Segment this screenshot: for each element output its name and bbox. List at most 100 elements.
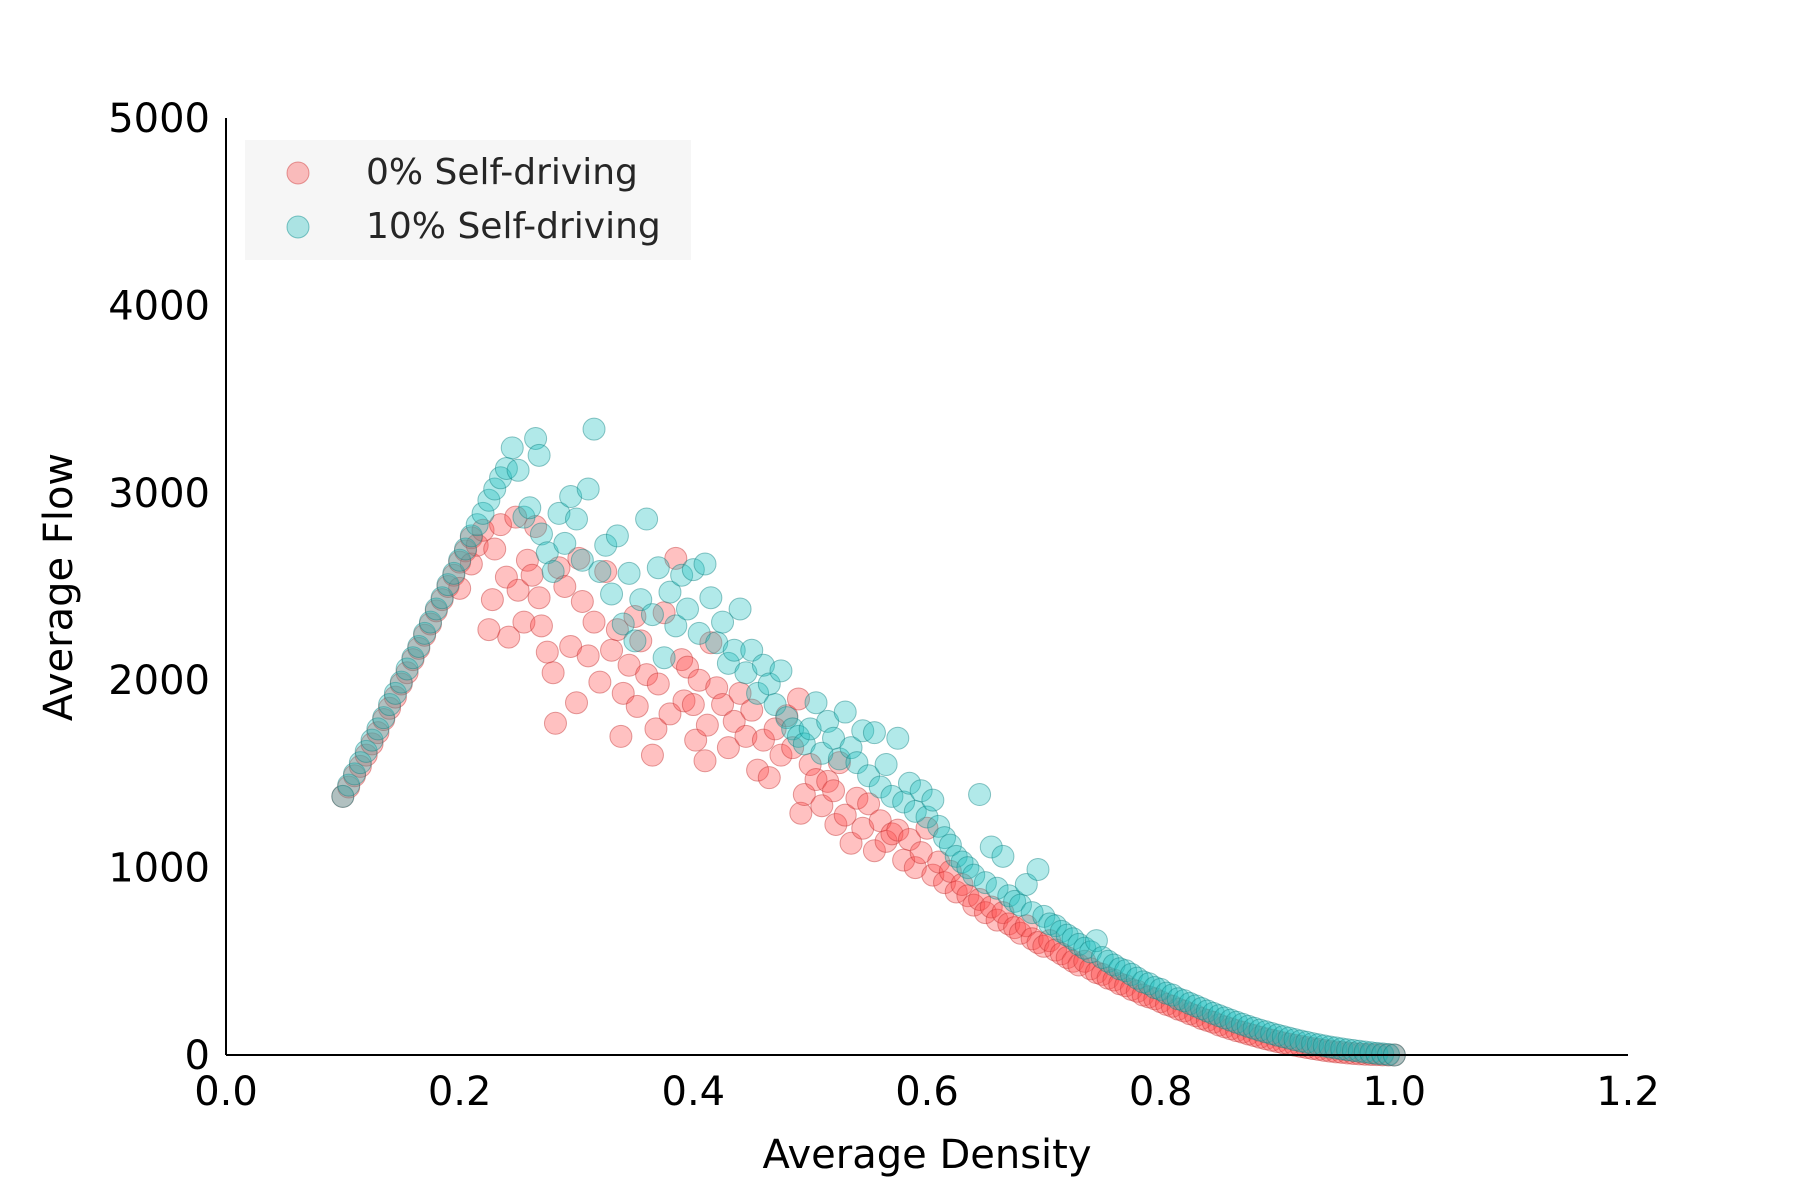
data-point bbox=[337, 773, 361, 797]
data-point bbox=[1108, 957, 1132, 981]
data-point bbox=[1114, 959, 1138, 983]
data-point bbox=[454, 537, 478, 561]
data-point bbox=[921, 863, 945, 887]
data-point bbox=[684, 728, 708, 752]
series-1 bbox=[331, 417, 1406, 1067]
data-point bbox=[1213, 1015, 1237, 1039]
data-point bbox=[1184, 1004, 1208, 1028]
data-point bbox=[997, 912, 1021, 936]
data-point bbox=[1084, 961, 1108, 985]
points-layer bbox=[331, 417, 1406, 1067]
data-point bbox=[605, 618, 629, 642]
data-point bbox=[454, 539, 478, 563]
data-point bbox=[1119, 962, 1143, 986]
data-point bbox=[1084, 929, 1108, 953]
data-point bbox=[728, 681, 752, 705]
data-point bbox=[862, 839, 886, 863]
data-point bbox=[833, 700, 857, 724]
data-point bbox=[1172, 999, 1196, 1023]
data-point bbox=[833, 803, 857, 827]
data-point bbox=[933, 826, 957, 850]
data-point bbox=[658, 702, 682, 726]
data-point bbox=[644, 717, 668, 741]
data-point bbox=[629, 629, 653, 653]
data-point bbox=[576, 644, 600, 668]
data-point bbox=[798, 753, 822, 777]
data-point bbox=[1008, 921, 1032, 945]
data-point bbox=[1190, 1006, 1214, 1030]
data-point bbox=[652, 646, 676, 670]
data-point bbox=[804, 691, 828, 715]
data-point bbox=[395, 661, 419, 685]
data-point bbox=[985, 908, 1009, 932]
data-point bbox=[348, 751, 372, 775]
data-point bbox=[775, 704, 799, 728]
data-point bbox=[623, 604, 647, 628]
data-point bbox=[722, 638, 746, 662]
data-point bbox=[979, 835, 1003, 859]
data-point bbox=[448, 550, 472, 574]
data-point bbox=[804, 768, 828, 792]
data-point bbox=[816, 709, 840, 733]
y-tick-label: 5000 bbox=[108, 96, 210, 142]
data-point bbox=[635, 663, 659, 687]
data-point bbox=[1055, 923, 1079, 947]
data-point bbox=[775, 706, 799, 730]
data-point bbox=[1073, 936, 1097, 960]
x-tick-label: 0.6 bbox=[895, 1069, 959, 1115]
data-point bbox=[559, 485, 583, 509]
data-point bbox=[786, 724, 810, 748]
data-point bbox=[973, 901, 997, 925]
data-point bbox=[757, 672, 781, 696]
data-point bbox=[1096, 949, 1120, 973]
data-point bbox=[1067, 953, 1091, 977]
data-point bbox=[886, 726, 910, 750]
data-point bbox=[827, 747, 851, 771]
data-point bbox=[927, 850, 951, 874]
data-point bbox=[430, 588, 454, 612]
data-point bbox=[1061, 949, 1085, 973]
data-point bbox=[1190, 997, 1214, 1021]
data-point bbox=[413, 621, 437, 645]
data-point bbox=[448, 576, 472, 600]
data-point bbox=[827, 751, 851, 775]
data-point bbox=[711, 610, 735, 634]
data-point bbox=[600, 638, 624, 662]
data-point bbox=[524, 515, 548, 539]
data-point bbox=[1353, 1040, 1377, 1064]
y-tick-label: 2000 bbox=[108, 658, 210, 704]
data-point bbox=[617, 653, 641, 677]
data-point bbox=[1312, 1034, 1336, 1058]
data-point bbox=[1283, 1033, 1307, 1057]
data-point bbox=[792, 732, 816, 756]
data-point bbox=[997, 884, 1021, 908]
data-point bbox=[559, 634, 583, 658]
data-point bbox=[448, 548, 472, 572]
data-point bbox=[1330, 1040, 1354, 1064]
data-point bbox=[903, 799, 927, 823]
data-point bbox=[1079, 940, 1103, 964]
data-point bbox=[1207, 1013, 1231, 1037]
data-point bbox=[944, 880, 968, 904]
data-point bbox=[781, 717, 805, 741]
data-point bbox=[1003, 916, 1027, 940]
data-point bbox=[518, 496, 542, 520]
data-point bbox=[471, 501, 495, 525]
data-point bbox=[418, 610, 442, 634]
data-point bbox=[693, 552, 717, 576]
data-point bbox=[1102, 968, 1126, 992]
data-point bbox=[389, 670, 413, 694]
data-point bbox=[810, 794, 834, 818]
y-tick-label: 0 bbox=[185, 1033, 210, 1079]
data-point bbox=[1137, 972, 1161, 996]
data-point bbox=[1242, 1024, 1266, 1048]
data-point bbox=[746, 758, 770, 782]
data-point bbox=[670, 563, 694, 587]
legend-marker-10pct bbox=[286, 215, 310, 239]
data-point bbox=[611, 681, 635, 705]
data-point bbox=[693, 749, 717, 773]
data-point bbox=[459, 524, 483, 548]
data-point bbox=[1160, 994, 1184, 1018]
data-point bbox=[1026, 857, 1050, 881]
